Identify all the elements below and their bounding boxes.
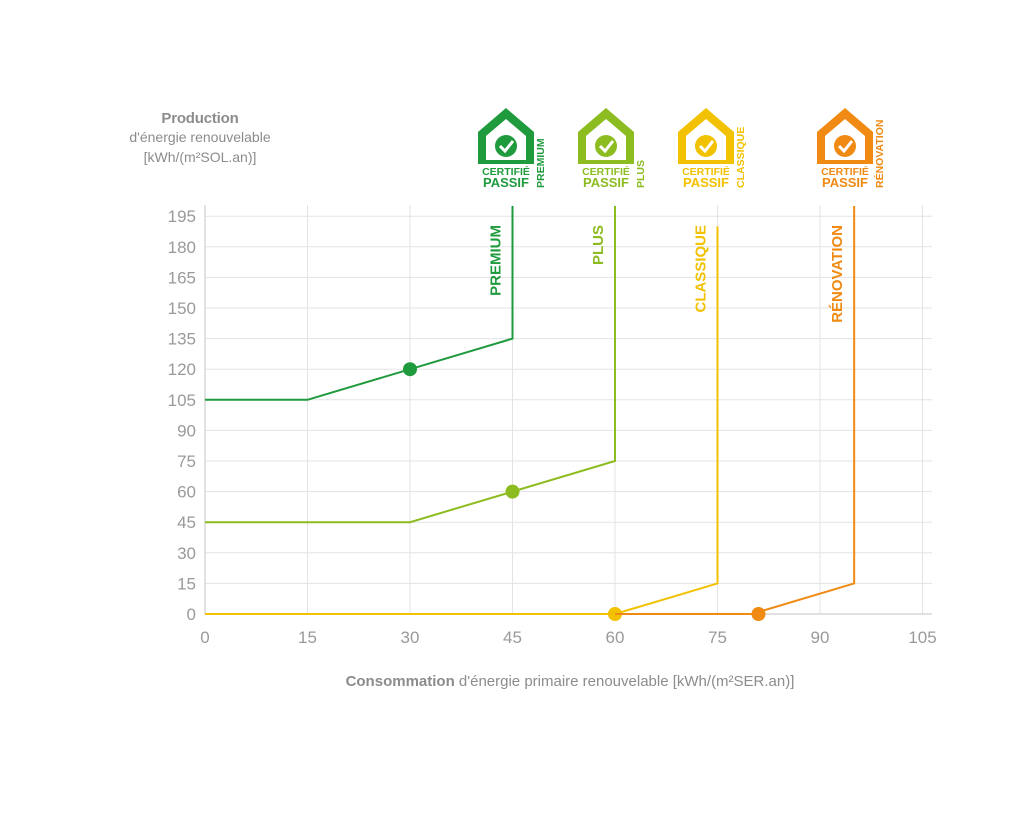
y-tick-label-135: 135 xyxy=(168,330,196,349)
y-axis-label: Production d'énergie renouvelable [kWh/(… xyxy=(110,110,290,167)
x-tick-label-30: 30 xyxy=(401,628,420,647)
y-tick-label-150: 150 xyxy=(168,299,196,318)
y-tick-label-15: 15 xyxy=(177,574,196,593)
x-tick-label-15: 15 xyxy=(298,628,317,647)
series-2-check-circle-icon xyxy=(695,135,717,157)
y-tick-label-105: 105 xyxy=(168,391,196,410)
y-tick-label-165: 165 xyxy=(168,268,196,287)
y-tick-label-30: 30 xyxy=(177,544,196,563)
series-3-line xyxy=(615,206,856,615)
x-tick-label-105: 105 xyxy=(908,628,936,647)
y-tick-label-180: 180 xyxy=(168,238,196,257)
series-0-check-circle-icon xyxy=(495,135,517,157)
series-3-check-mark-icon xyxy=(837,140,854,154)
series-1-check-mark-icon xyxy=(598,140,615,154)
series-2-logo-line1: CERTIFIÉ xyxy=(682,165,730,178)
y-axis-label-line1: d'énergie renouvelable xyxy=(129,129,271,145)
series-0-logo-side: PREMIUM xyxy=(535,138,547,188)
series-0-window-icon xyxy=(503,122,509,128)
series-2-check-mark-icon xyxy=(698,140,715,154)
series-0-line xyxy=(205,206,514,401)
series-2-logo-side: CLASSIQUE xyxy=(735,127,747,188)
series-3-logo-line1: CERTIFIÉ xyxy=(821,165,869,178)
x-axis-label-rest: d'énergie primaire renouvelable [kWh/(m²… xyxy=(458,673,795,690)
series-1-logo-line1: CERTIFIÉ xyxy=(582,165,630,178)
series-2-window-icon xyxy=(703,122,709,128)
y-tick-label-45: 45 xyxy=(177,513,196,532)
y-tick-label-90: 90 xyxy=(177,421,196,440)
series-0-vertical-label: PREMIUM xyxy=(488,225,505,296)
x-axis-label-strong: Consommation xyxy=(345,673,455,690)
series-1-check-circle-icon xyxy=(595,135,617,157)
series-3-logo-side: RÉNOVATION xyxy=(873,120,886,188)
series-3-check-circle-icon xyxy=(834,135,856,157)
series-3-marker xyxy=(751,607,766,621)
series-1-vertical-label: PLUS xyxy=(590,225,607,265)
x-tick-label-0: 0 xyxy=(200,628,209,647)
series-0-check-mark-icon xyxy=(498,140,515,154)
series-3-window-icon xyxy=(842,122,848,128)
series-0-marker xyxy=(403,362,417,377)
series-2-line xyxy=(205,226,719,615)
series-1-logo-side: PLUS xyxy=(635,160,647,188)
y-tick-label-120: 120 xyxy=(168,360,196,379)
x-tick-label-90: 90 xyxy=(811,628,830,647)
series-3-vertical-label: RÉNOVATION xyxy=(829,225,846,323)
series-3-logo-line2: PASSIF xyxy=(822,175,868,190)
x-tick-label-75: 75 xyxy=(708,628,727,647)
y-tick-label-195: 195 xyxy=(168,207,196,226)
series-1-marker xyxy=(505,484,520,499)
y-axis-label-title: Production xyxy=(161,110,239,127)
y-tick-label-0: 0 xyxy=(187,605,196,624)
y-axis-label-unit: [kWh/(m²SOL.an)] xyxy=(143,149,257,165)
x-tick-label-45: 45 xyxy=(503,628,522,647)
series-1-logo-line2: PASSIF xyxy=(583,175,629,190)
x-axis-label: Consommation d'énergie primaire renouvel… xyxy=(300,673,840,690)
series-2-vertical-label: CLASSIQUE xyxy=(693,225,710,313)
y-tick-label-60: 60 xyxy=(177,483,196,502)
series-1-window-icon xyxy=(603,122,609,128)
series-0-logo-line2: PASSIF xyxy=(483,175,529,190)
y-tick-label-75: 75 xyxy=(177,452,196,471)
series-2-logo-line2: PASSIF xyxy=(683,175,729,190)
series-0-logo-line1: CERTIFIÉ xyxy=(482,165,530,178)
x-tick-label-60: 60 xyxy=(606,628,625,647)
